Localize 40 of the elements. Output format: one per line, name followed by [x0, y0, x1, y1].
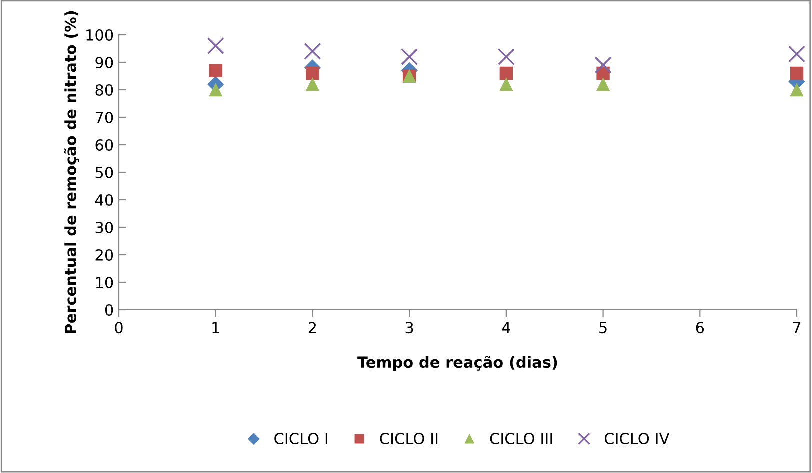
point	[209, 83, 222, 97]
y-tick-label: 30	[96, 222, 114, 234]
x-tick-label: 4	[502, 322, 510, 334]
y-tick-label: 50	[96, 166, 114, 179]
point	[306, 66, 320, 80]
x-tick-label: 7	[793, 322, 801, 334]
point	[788, 46, 806, 63]
point	[207, 38, 224, 54]
y-tick-label: 90	[96, 56, 114, 69]
y-tick-label: 40	[95, 194, 114, 206]
y-tick-label: 10	[96, 276, 114, 289]
point	[500, 66, 514, 80]
point	[498, 48, 515, 66]
y-tick-label: 100	[86, 29, 114, 42]
point	[790, 66, 804, 80]
y-tick-label: 60	[96, 139, 114, 152]
point	[596, 78, 610, 92]
point	[500, 78, 514, 92]
y-tick-label: 70	[96, 112, 114, 124]
point	[790, 83, 804, 97]
x-tick-label: 5	[600, 322, 607, 334]
point	[306, 78, 320, 92]
x-axis-title: Tempo de reação (dias)	[358, 356, 558, 372]
point	[304, 43, 322, 60]
point	[594, 56, 612, 74]
x-tick-label: 2	[308, 322, 316, 334]
x-tick-label: 3	[406, 322, 414, 334]
y-tick-label: 80	[96, 84, 114, 96]
x-tick-label: 6	[696, 322, 704, 334]
x-tick-label: 1	[212, 322, 220, 334]
x-tick-label: 0	[115, 322, 123, 334]
legend-label: CICLO III	[490, 432, 552, 445]
y-tick-label: 0	[105, 304, 114, 316]
y-axis-title: Percentual de remoção de nitrato (%)	[64, 11, 80, 334]
legend-label: CICLO IV	[604, 432, 670, 445]
legend-label: CICLO I	[274, 432, 328, 445]
point	[401, 48, 418, 66]
point	[209, 64, 222, 78]
y-tick-label: 20	[96, 249, 114, 262]
legend-label: CICLO II	[380, 432, 438, 445]
